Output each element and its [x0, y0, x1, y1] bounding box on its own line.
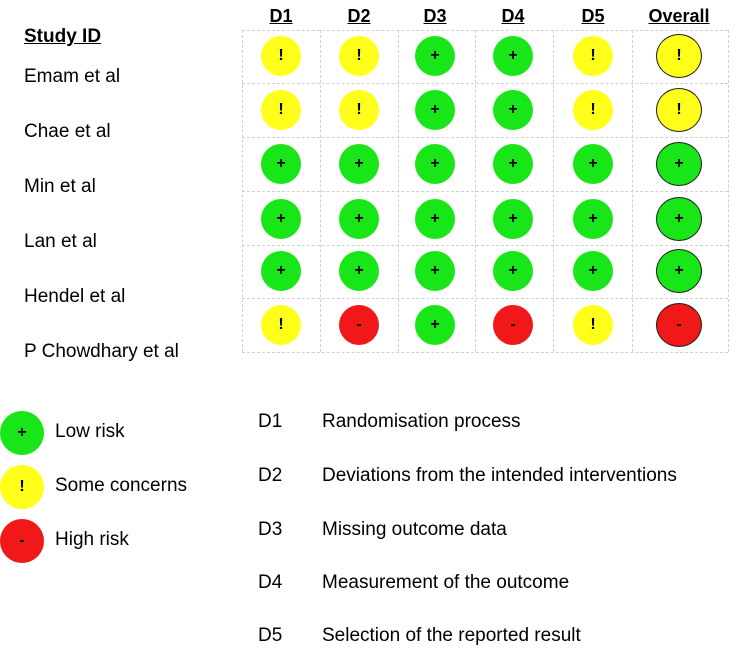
grid-hline: [242, 137, 728, 138]
domain-description: Selection of the reported result: [322, 625, 581, 646]
overall-low-dot: +: [656, 142, 702, 186]
judgement-low-dot: +: [573, 199, 613, 239]
domain-code: D2: [258, 465, 283, 486]
grid-vline: [728, 30, 729, 352]
judgement-low-dot: +: [415, 251, 455, 291]
header-d3: D3: [423, 6, 447, 26]
judgement-some-dot: !: [261, 36, 301, 76]
study-name: Hendel et al: [24, 286, 126, 307]
header-d1: D1: [269, 6, 293, 26]
domain-code: D5: [258, 625, 283, 646]
judgement-some-dot: !: [573, 36, 613, 76]
domain-description: Missing outcome data: [322, 519, 507, 540]
legend-low-dot: +: [0, 411, 44, 455]
judgement-low-dot: +: [261, 251, 301, 291]
judgement-low-dot: +: [415, 305, 455, 345]
judgement-low-dot: +: [261, 144, 301, 184]
judgement-some-dot: !: [339, 90, 379, 130]
judgement-low-dot: +: [493, 251, 533, 291]
study-name: Lan et al: [24, 231, 97, 252]
domain-code: D4: [258, 572, 283, 593]
study-name: P Chowdhary et al: [24, 341, 179, 362]
judgement-low-dot: +: [415, 144, 455, 184]
judgement-high-dot: -: [493, 305, 533, 345]
study-name: Emam et al: [24, 66, 121, 87]
domain-description: Measurement of the outcome: [322, 572, 570, 593]
grid-hline: [242, 191, 728, 192]
judgement-high-dot: -: [339, 305, 379, 345]
grid-hline: [242, 30, 728, 31]
judgement-some-dot: !: [573, 90, 613, 130]
judgement-low-dot: +: [573, 251, 613, 291]
grid-hline: [242, 352, 728, 353]
judgement-low-dot: +: [339, 199, 379, 239]
grid-hline: [242, 245, 728, 246]
legend-high-dot: -: [0, 519, 44, 563]
overall-some-dot: !: [656, 88, 702, 132]
header-d4: D4: [501, 6, 525, 26]
domain-description: Deviations from the intended interventio…: [322, 465, 677, 486]
judgement-low-dot: +: [339, 144, 379, 184]
legend-label: High risk: [55, 529, 129, 550]
study-id-header: Study ID: [24, 26, 102, 47]
grid-hline: [242, 83, 728, 84]
judgement-some-dot: !: [261, 305, 301, 345]
overall-low-dot: +: [656, 197, 702, 241]
judgement-low-dot: +: [415, 36, 455, 76]
judgement-low-dot: +: [415, 199, 455, 239]
overall-some-dot: !: [656, 34, 702, 78]
header-overall: Overall: [648, 6, 710, 26]
legend-label: Some concerns: [55, 475, 188, 496]
judgement-some-dot: !: [573, 305, 613, 345]
study-name: Min et al: [24, 176, 96, 197]
domain-code: D1: [258, 411, 283, 432]
legend-some-dot: !: [0, 465, 44, 509]
domain-code: D3: [258, 519, 283, 540]
domain-description: Randomisation process: [322, 411, 521, 432]
overall-low-dot: +: [656, 249, 702, 293]
judgement-low-dot: +: [493, 144, 533, 184]
judgement-low-dot: +: [415, 90, 455, 130]
header-d2: D2: [347, 6, 371, 26]
judgement-low-dot: +: [573, 144, 613, 184]
judgement-low-dot: +: [493, 90, 533, 130]
judgement-low-dot: +: [493, 36, 533, 76]
study-name: Chae et al: [24, 121, 111, 142]
header-d5: D5: [581, 6, 605, 26]
judgement-low-dot: +: [493, 199, 533, 239]
judgement-some-dot: !: [261, 90, 301, 130]
overall-high-dot: -: [656, 303, 702, 347]
grid-hline: [242, 298, 728, 299]
legend-label: Low risk: [55, 421, 125, 442]
judgement-low-dot: +: [261, 199, 301, 239]
judgement-some-dot: !: [339, 36, 379, 76]
judgement-low-dot: +: [339, 251, 379, 291]
